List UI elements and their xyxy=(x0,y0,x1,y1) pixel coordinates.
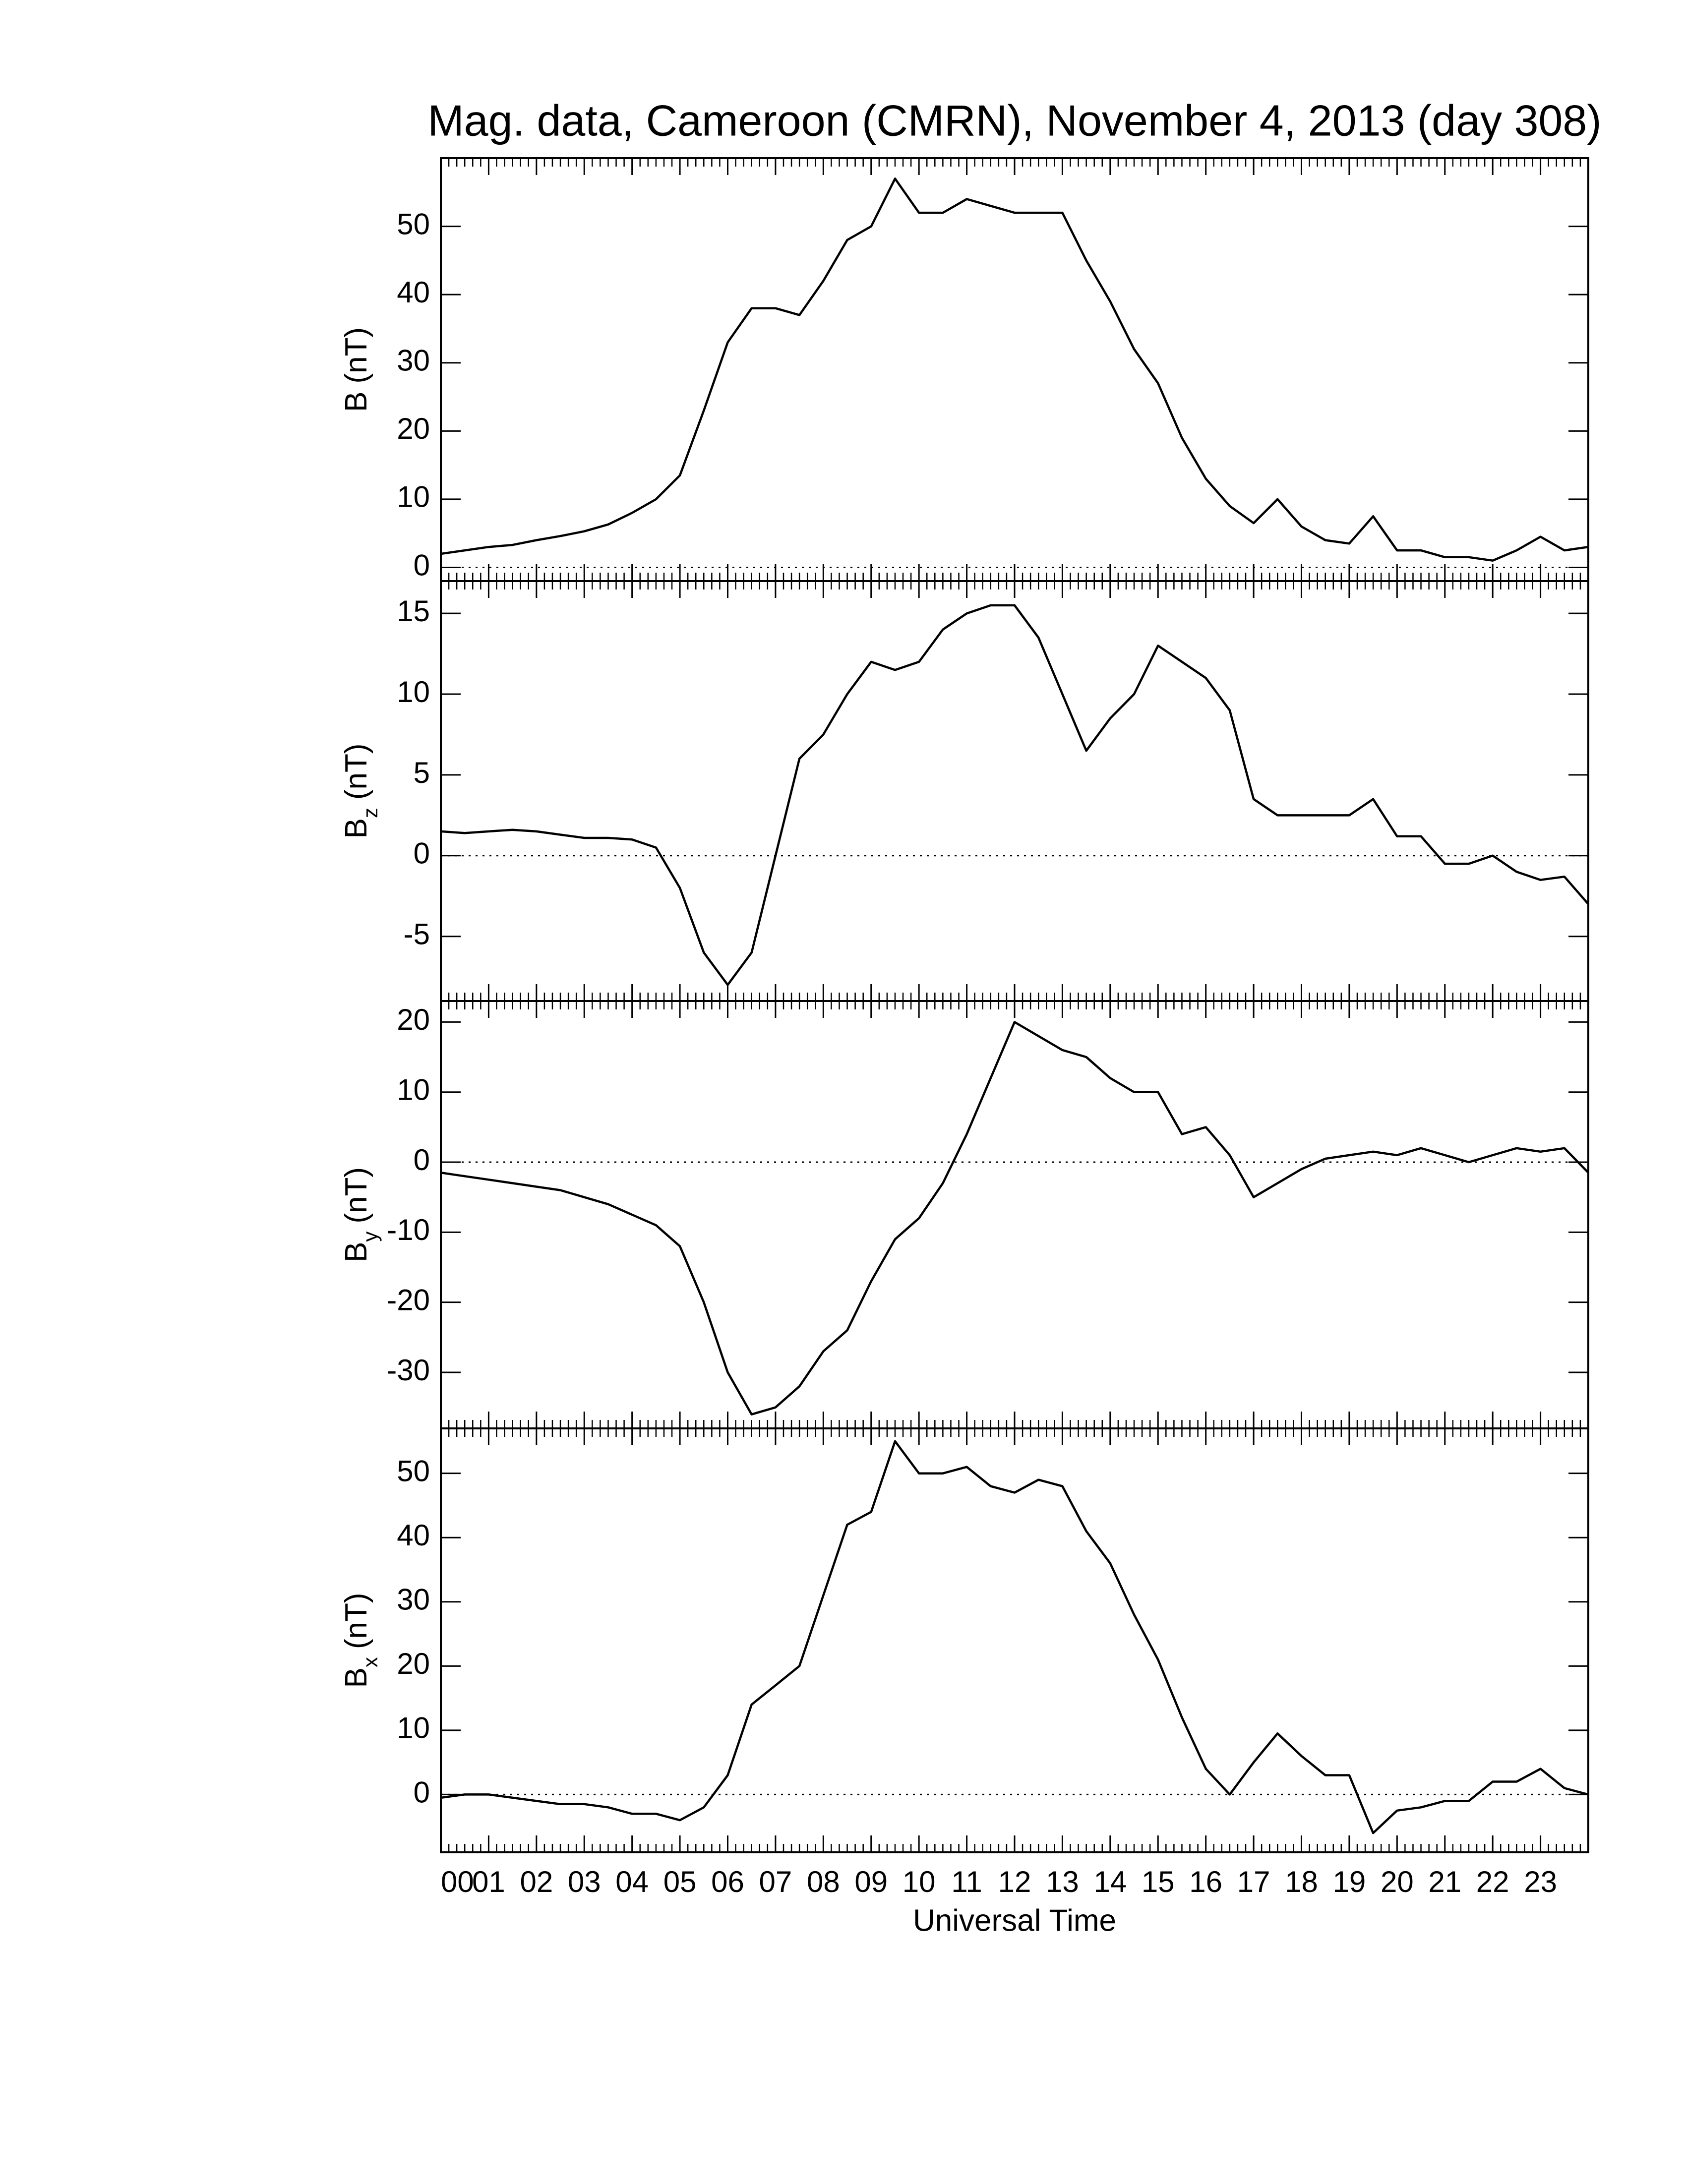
plot-frame xyxy=(440,580,1589,1002)
y-tick-label: 20 xyxy=(397,412,430,445)
y-tick-label: 0 xyxy=(414,548,430,582)
y-tick-label: 30 xyxy=(397,1583,430,1616)
data-line xyxy=(440,1021,1589,1416)
y-tick-label: 50 xyxy=(397,207,430,240)
x-tick-label: 11 xyxy=(951,1865,982,1898)
x-tick-label: 07 xyxy=(759,1865,792,1898)
data-line xyxy=(440,604,1589,986)
x-tick-label: 20 xyxy=(1381,1865,1414,1898)
chart-title: Mag. data, Cameroon (CMRN), November 4, … xyxy=(427,96,1601,145)
y-tick-label: 5 xyxy=(414,756,430,789)
x-tick-label: 23 xyxy=(1524,1865,1557,1898)
x-tick-label: 17 xyxy=(1237,1865,1270,1898)
y-axis-symbol: B xyxy=(339,1667,373,1688)
y-tick-label: 10 xyxy=(397,675,430,708)
plot-frame xyxy=(440,1000,1589,1429)
x-tick-label: 05 xyxy=(663,1865,697,1898)
y-axis-symbol: B xyxy=(339,818,373,838)
y-axis-label: Bz (nT) xyxy=(339,743,382,838)
y-tick-label: -20 xyxy=(387,1283,430,1316)
x-tick-label: 19 xyxy=(1333,1865,1366,1898)
x-tick-label: 02 xyxy=(520,1865,553,1898)
data-line xyxy=(440,177,1589,562)
x-tick-label: 16 xyxy=(1189,1865,1222,1898)
x-tick-label: 09 xyxy=(854,1865,888,1898)
y-axis-unit: (nT) xyxy=(339,743,373,800)
y-axis-subscript: z xyxy=(359,808,382,818)
data-line xyxy=(440,1440,1589,1834)
y-axis-label: B (nT) xyxy=(339,327,373,412)
y-tick-label: 40 xyxy=(397,276,430,309)
y-tick-label: 10 xyxy=(397,1712,430,1745)
y-axis-label: Bx (nT) xyxy=(339,1593,382,1688)
y-tick-label: 0 xyxy=(414,837,430,870)
x-tick-label: 15 xyxy=(1142,1865,1175,1898)
x-tick-label: 03 xyxy=(568,1865,601,1898)
y-tick-label: 10 xyxy=(397,1073,430,1107)
y-tick-label: 50 xyxy=(397,1455,430,1488)
x-tick-label: 13 xyxy=(1046,1865,1079,1898)
y-axis-unit: (nT) xyxy=(339,1593,373,1649)
x-tick-label: 10 xyxy=(903,1865,936,1898)
y-axis-subscript: y xyxy=(359,1232,382,1242)
y-tick-label: 40 xyxy=(397,1519,430,1552)
y-tick-label: -30 xyxy=(387,1354,430,1387)
y-tick-label: 20 xyxy=(397,1003,430,1036)
y-tick-label: 15 xyxy=(397,594,430,628)
y-tick-label: 20 xyxy=(397,1647,430,1680)
y-tick-label: 0 xyxy=(414,1143,430,1177)
x-tick-label: 04 xyxy=(615,1865,649,1898)
y-tick-label: -10 xyxy=(387,1213,430,1246)
y-axis-symbol: B xyxy=(339,1242,373,1262)
x-tick-label: 01 xyxy=(472,1865,505,1898)
y-tick-label: 0 xyxy=(414,1775,430,1809)
x-tick-label: 00 xyxy=(441,1865,474,1898)
x-axis-label: Universal Time xyxy=(913,1903,1116,1938)
plot-frame xyxy=(440,157,1589,582)
y-tick-label: -5 xyxy=(404,918,430,951)
y-axis-subscript: x xyxy=(359,1657,382,1667)
x-tick-label: 12 xyxy=(998,1865,1031,1898)
y-tick-label: 10 xyxy=(397,480,430,514)
y-axis-label: By (nT) xyxy=(339,1167,382,1262)
x-tick-label: 21 xyxy=(1428,1865,1461,1898)
x-tick-label: 06 xyxy=(711,1865,744,1898)
y-axis-symbol: B xyxy=(339,392,373,412)
x-tick-label: 18 xyxy=(1285,1865,1318,1898)
y-tick-label: 30 xyxy=(397,344,430,377)
x-tick-label: 22 xyxy=(1476,1865,1509,1898)
y-axis-unit: (nT) xyxy=(339,1167,373,1224)
x-tick-label: 14 xyxy=(1093,1865,1127,1898)
y-axis-unit: (nT) xyxy=(339,327,373,384)
x-tick-label: 08 xyxy=(807,1865,840,1898)
